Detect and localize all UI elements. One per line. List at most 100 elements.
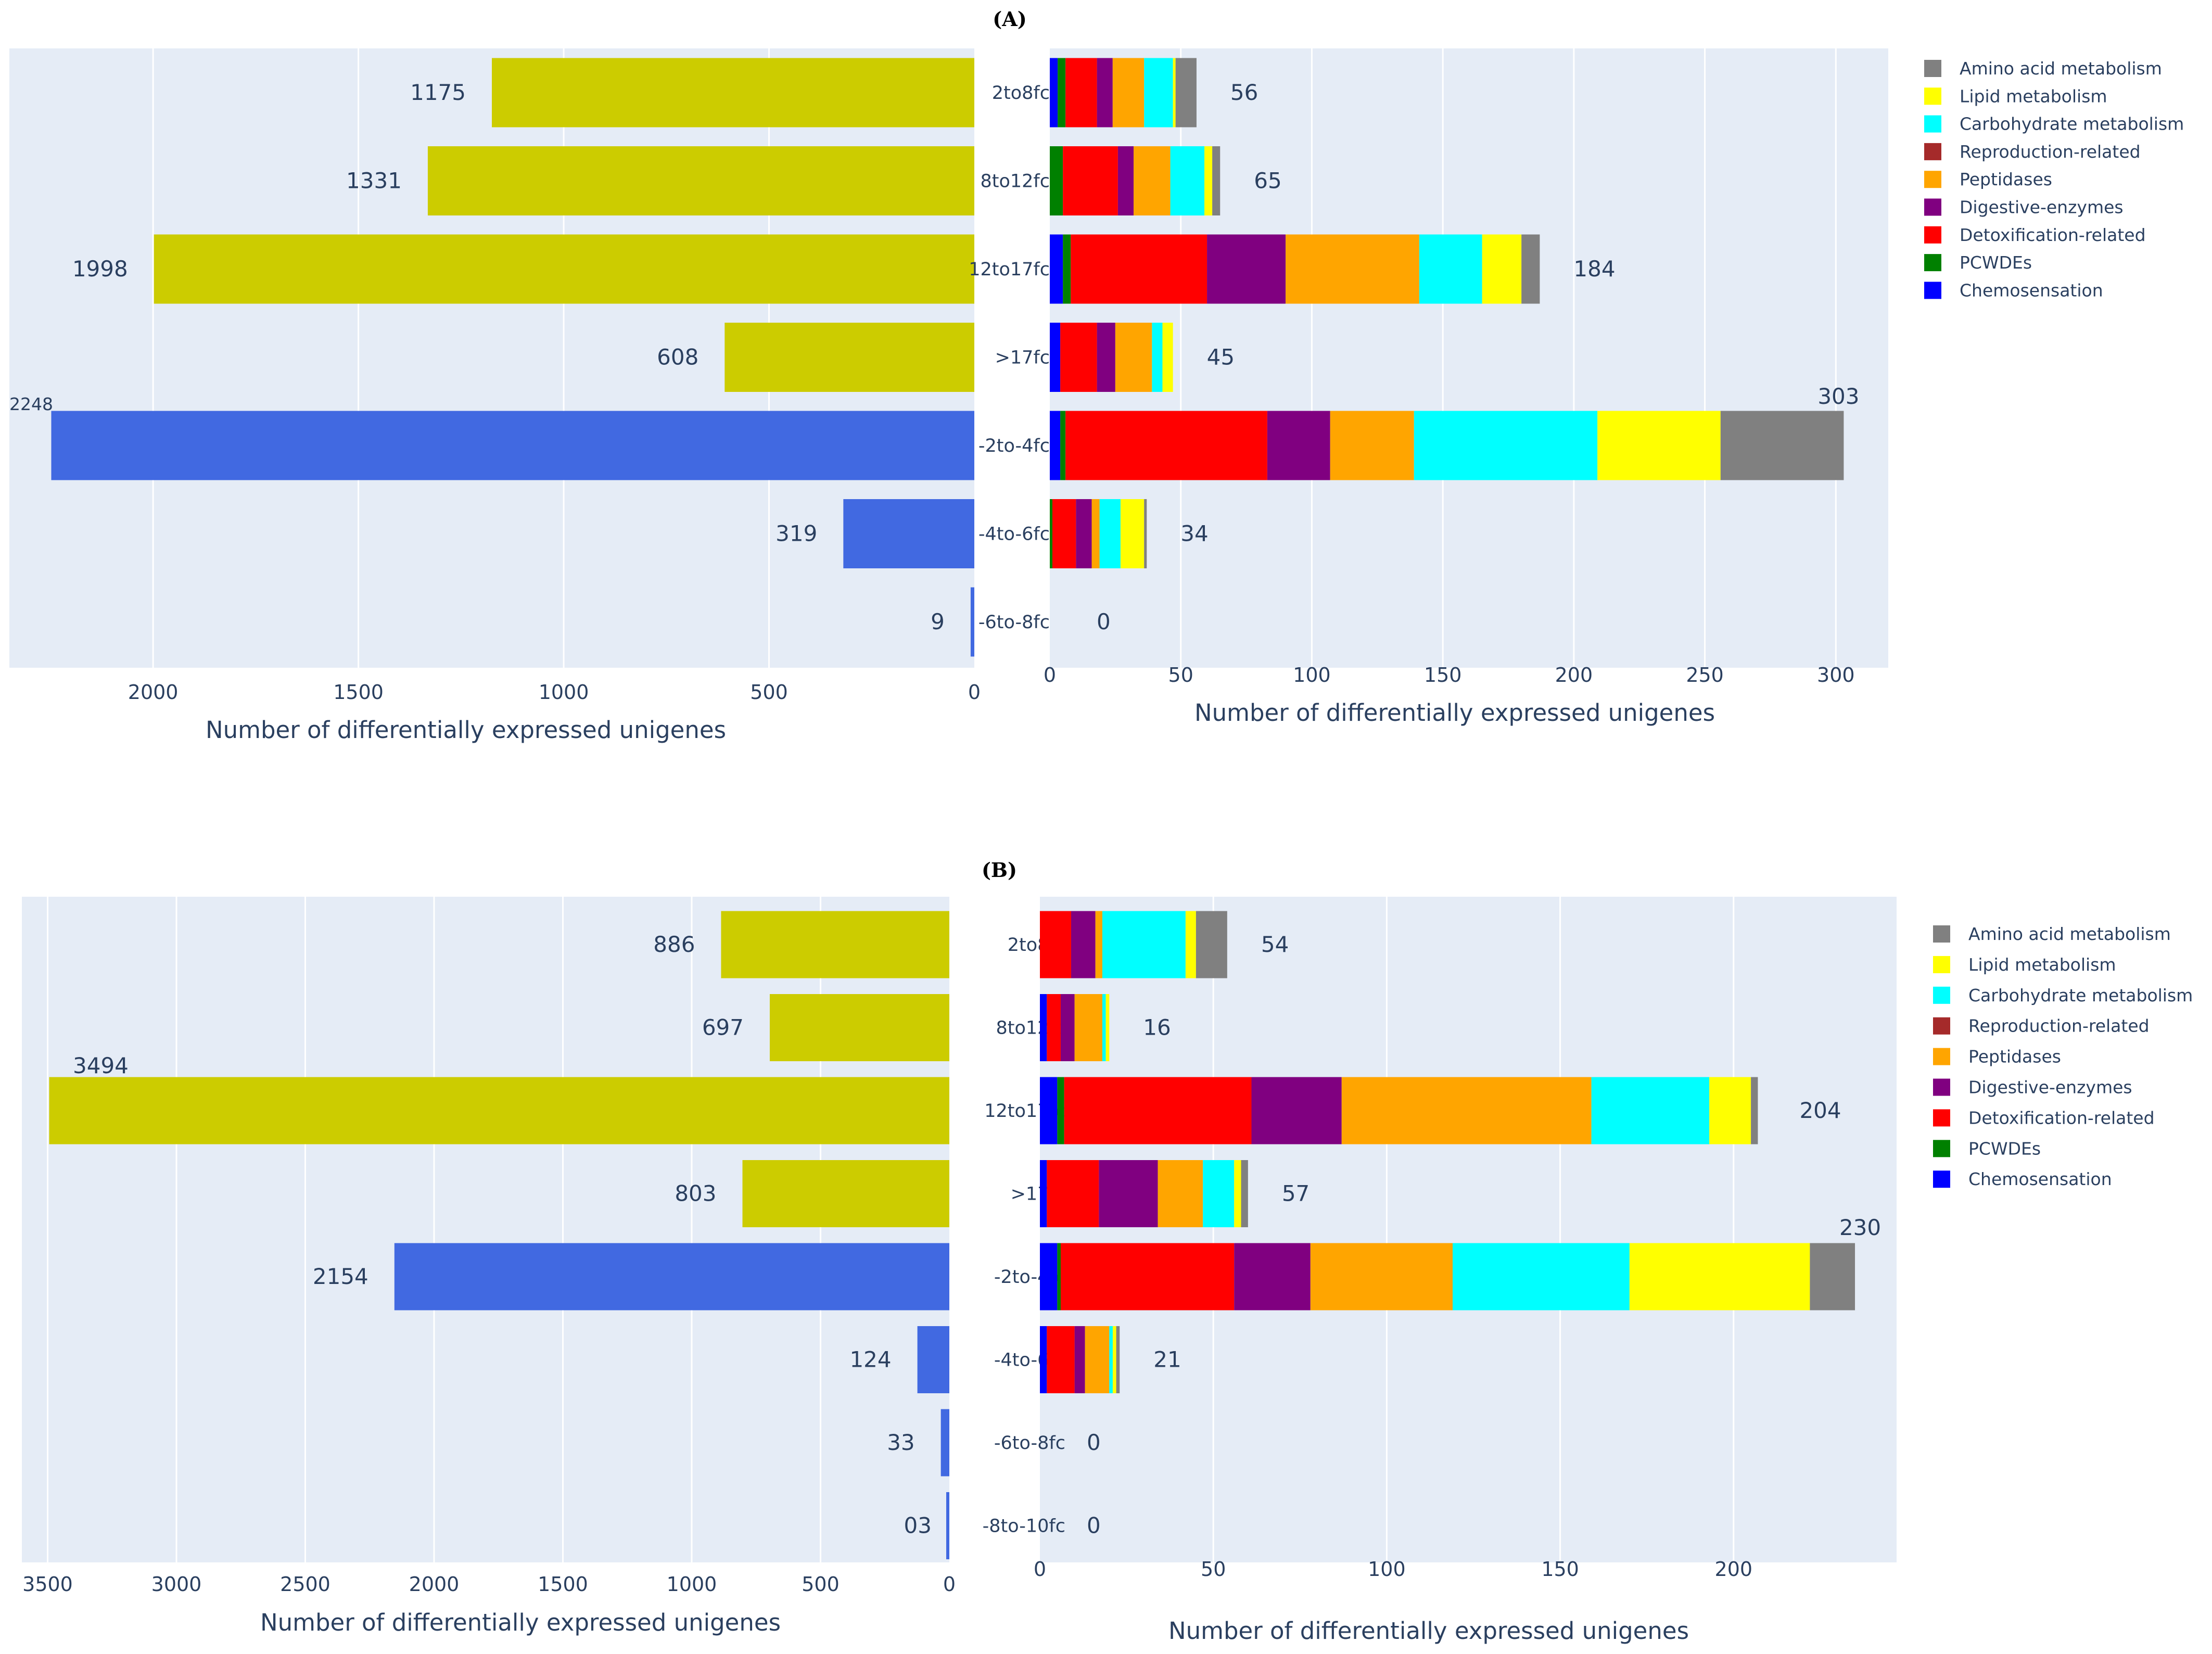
stacked-bar-segment	[1076, 499, 1092, 568]
stacked-bar-segment	[1207, 234, 1286, 304]
panel-b-right-chart: 0 50 100 150 200 Number of differentially exp…	[983, 897, 1897, 1645]
legend-swatch	[1933, 1078, 1950, 1096]
stacked-bar-segment	[1109, 1326, 1113, 1393]
bar-total-label: 45	[1207, 345, 1235, 370]
x-tick-label: 1500	[333, 681, 384, 704]
stacked-bar-segment	[1050, 411, 1061, 480]
stacked-bar-segment	[1097, 58, 1113, 128]
legend-swatch	[1924, 254, 1941, 272]
category-label: 2to8fc	[992, 83, 1050, 104]
stacked-bar-segment	[1212, 146, 1221, 215]
stacked-bar-segment	[1091, 499, 1100, 568]
stacked-bar-segment	[1097, 323, 1115, 392]
stacked-bar-segment	[1060, 994, 1075, 1061]
stacked-bar-segment	[1102, 994, 1106, 1061]
x-tick-label: 300	[1817, 664, 1855, 686]
bar	[721, 911, 949, 978]
bar	[742, 1160, 949, 1227]
stacked-bar-segment	[1482, 234, 1522, 304]
stacked-bar-segment	[1058, 58, 1066, 128]
x-tick-label: 200	[1555, 664, 1593, 686]
panel-a-title: (A)	[993, 7, 1026, 31]
stacked-bar-segment	[1099, 499, 1121, 568]
bar-value-label: 1331	[346, 168, 402, 194]
stacked-bar-segment	[1047, 1326, 1075, 1393]
stacked-bar-segment	[1629, 1243, 1810, 1311]
stacked-bar-segment	[1040, 1326, 1047, 1393]
panel-b-title: (B)	[982, 858, 1017, 882]
bar-total-label: 57	[1282, 1181, 1310, 1206]
legend-label: Lipid metabolism	[1960, 86, 2107, 106]
stacked-bar-segment	[1047, 994, 1061, 1061]
bar-total-label: 0	[1087, 1430, 1101, 1455]
bar-value-label: 803	[675, 1181, 716, 1206]
stacked-bar-segment	[1196, 911, 1227, 978]
stacked-bar-segment	[1709, 1077, 1751, 1144]
x-tick-label: 200	[1715, 1558, 1753, 1581]
legend-swatch	[1933, 1140, 1950, 1157]
legend-swatch	[1924, 143, 1941, 160]
stacked-bar-segment	[1064, 1077, 1252, 1144]
legend-label: Digestive-enzymes	[1960, 197, 2124, 218]
bar	[917, 1326, 949, 1393]
stacked-bar-segment	[1234, 1160, 1241, 1227]
stacked-bar-segment	[1144, 58, 1173, 128]
stacked-bar-segment	[1063, 146, 1118, 215]
stacked-bar-segment	[1063, 234, 1071, 304]
legend-label: Digestive-enzymes	[1968, 1077, 2132, 1098]
panel-b-left-chart: 3500 3000 2500 2000 1500 1000 500 0 Number of di…	[22, 897, 956, 1636]
bar-total-label: 184	[1573, 256, 1615, 282]
bar	[940, 1409, 949, 1477]
legend-swatch	[1933, 986, 1950, 1004]
panel-b-legend: Amino acid metabolism Lipid metabolism Car…	[1933, 924, 2193, 1189]
stacked-bar-segment	[1341, 1077, 1592, 1144]
x-axis-title: Number of differentially expressed unige…	[260, 1609, 781, 1636]
stacked-bar-segment	[1144, 499, 1147, 568]
x-tick-label: 0	[1044, 664, 1056, 686]
legend-swatch	[1933, 1048, 1950, 1065]
stacked-bar-segment	[1267, 411, 1330, 480]
x-tick-label: 1000	[667, 1573, 717, 1596]
x-tick-label: 250	[1686, 664, 1724, 686]
bar-total-label: 65	[1254, 168, 1281, 194]
x-axis-title: Number of differentially expressed unige…	[1194, 699, 1715, 727]
bar-total-label: 16	[1143, 1015, 1171, 1040]
bar-value-label: 03	[904, 1513, 932, 1538]
bar-value-label: 608	[657, 345, 698, 370]
category-label: -6to-8fc	[994, 1433, 1065, 1454]
stacked-bar-segment	[1050, 499, 1053, 568]
bar	[394, 1243, 949, 1311]
bar	[769, 994, 949, 1061]
bar	[724, 323, 974, 392]
bar-total-label: 54	[1261, 932, 1289, 957]
stacked-bar-segment	[1453, 1243, 1630, 1311]
stacked-bar-segment	[1040, 994, 1047, 1061]
bar-total-label: 0	[1097, 609, 1111, 634]
bar-value-label: 2248	[9, 394, 53, 414]
bar-value-label: 319	[776, 521, 817, 546]
stacked-bar-segment	[1120, 499, 1145, 568]
stacked-bar-segment	[1597, 411, 1721, 480]
bar-total-label: 56	[1230, 80, 1258, 105]
stacked-bar-segment	[1105, 994, 1110, 1061]
bar-value-label: 124	[849, 1347, 891, 1372]
stacked-bar-segment	[1115, 323, 1152, 392]
legend-swatch	[1933, 1170, 1950, 1188]
bar-value-label: 697	[702, 1015, 744, 1040]
stacked-bar-segment	[1414, 411, 1598, 480]
stacked-bar-segment	[1085, 1326, 1110, 1393]
panel-a-right-chart: 0 50 100 150 200 250 300 Number of differential…	[969, 48, 1888, 727]
bar-total-label: 303	[1817, 384, 1859, 409]
legend-label: Peptidases	[1960, 169, 2052, 189]
stacked-bar-segment	[1050, 146, 1063, 215]
x-tick-label: 2500	[280, 1573, 330, 1596]
stacked-bar-segment	[1751, 1077, 1758, 1144]
bar	[492, 58, 974, 128]
bar-value-label: 2154	[313, 1264, 368, 1289]
stacked-bar-segment	[1060, 1243, 1235, 1311]
x-tick-label: 100	[1293, 664, 1331, 686]
category-label: -8to-10fc	[983, 1516, 1065, 1537]
legend-label: Lipid metabolism	[1968, 955, 2116, 975]
x-tick-label: 1000	[539, 681, 589, 704]
x-tick-label: 0	[1034, 1558, 1046, 1581]
